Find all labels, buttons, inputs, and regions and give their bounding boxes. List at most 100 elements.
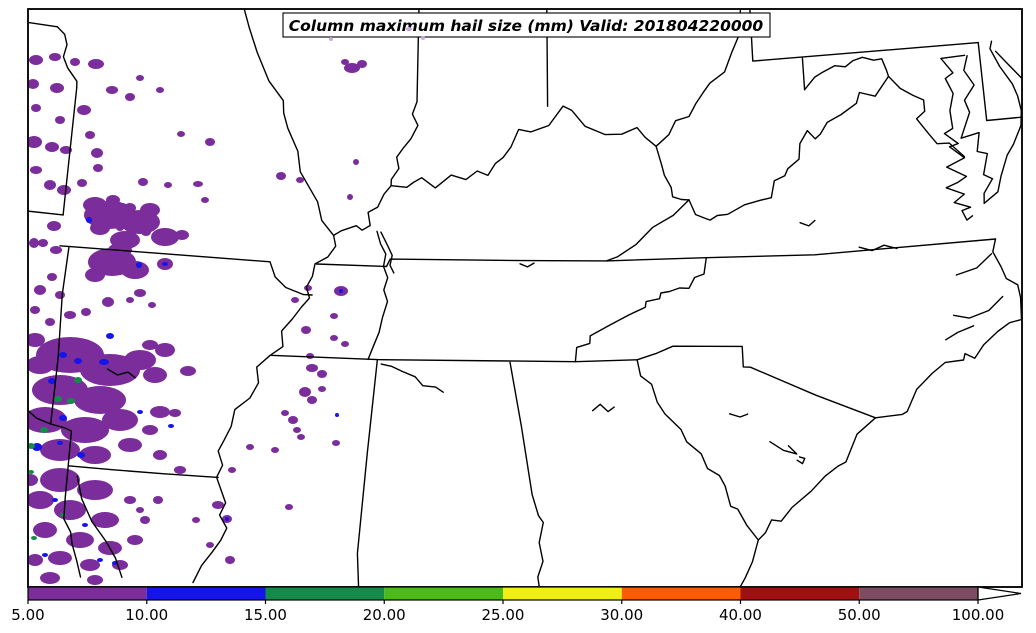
boundary-savannah-river-ga-sc — [636, 359, 759, 541]
boundary-nc-tn-border — [574, 257, 707, 363]
hail-cell — [153, 496, 163, 504]
hail-cell — [28, 443, 35, 449]
hail-cell — [91, 148, 103, 158]
hail-cell — [175, 230, 189, 240]
hail-cell — [97, 558, 103, 562]
hail-cell — [88, 59, 104, 69]
hail-cell — [66, 532, 94, 548]
hail-cell — [353, 159, 359, 165]
hail-cell — [61, 417, 109, 443]
hail-cell — [47, 273, 57, 281]
hail-cell-faint — [329, 37, 333, 41]
hail-cell — [90, 221, 110, 235]
boundary-dale-hollow-lake — [519, 262, 535, 268]
hail-cell — [42, 553, 48, 557]
hail-cell — [45, 318, 55, 326]
hail-cell — [296, 177, 304, 183]
hail-cell — [102, 297, 114, 307]
hail-cell — [301, 326, 311, 334]
hail-cell — [48, 551, 72, 565]
hail-cell — [74, 358, 82, 364]
hail-cell — [70, 58, 80, 66]
hail-cell — [38, 239, 48, 247]
hail-cell — [77, 179, 87, 187]
boundary-ky-tn-va-nc-border — [315, 238, 997, 268]
hail-cell — [225, 517, 229, 521]
hail-cells-mm_10_15 — [32, 217, 343, 565]
boundary-lake-murray-sc — [728, 413, 749, 418]
hail-cell — [49, 53, 61, 61]
boundary-smith-mountain-lake-va — [799, 219, 816, 227]
hail-cell — [40, 468, 80, 492]
hail-cell — [124, 350, 156, 370]
colorbar-segment-25.00 — [503, 587, 622, 600]
hail-cell — [121, 261, 149, 279]
boundary-wv-va-border — [688, 75, 890, 221]
hail-cell — [291, 297, 299, 303]
hail-cell — [201, 197, 209, 203]
boundary-wabash-il-in — [390, 9, 420, 187]
hail-cell — [106, 86, 118, 94]
hail-cell — [55, 291, 65, 299]
hail-cell — [347, 194, 353, 200]
hail-cell — [271, 447, 279, 453]
map-title: Column maximum hail size (mm) Valid: 201… — [289, 17, 764, 35]
hail-cell — [118, 438, 142, 452]
hail-cell — [140, 516, 150, 524]
boundary-potomac-river — [803, 56, 966, 158]
colorbar-tick-label: 30.00 — [600, 606, 643, 624]
hail-cell — [28, 333, 45, 347]
colorbar-tick-label: 10.00 — [125, 606, 168, 624]
boundary-ar-ok-border — [50, 246, 70, 425]
boundary-nj-delaware-bay-shore — [994, 50, 1022, 80]
hail-cell — [306, 353, 314, 359]
hail-cell — [288, 416, 298, 424]
hail-cell — [293, 427, 301, 433]
boundary-neuse-river-estuary — [945, 325, 975, 341]
hail-cell — [77, 452, 85, 458]
boundary-sc-coast — [757, 417, 877, 541]
hail-cell — [341, 341, 349, 347]
boundary-chesapeake-bay-west-shore — [940, 54, 974, 221]
hail-cell — [47, 221, 61, 231]
hail-cell — [206, 542, 214, 548]
hail-cell — [339, 289, 343, 293]
hail-cell — [137, 410, 143, 414]
hail-cell — [317, 370, 327, 378]
hail-cell — [29, 55, 43, 65]
hail-cell — [330, 335, 338, 341]
hail-cell — [74, 377, 82, 383]
hail-cell — [30, 306, 40, 314]
hail-cell — [28, 79, 39, 89]
hail-cell — [54, 500, 86, 520]
boundary-tennessee-river-al — [380, 363, 444, 393]
hail-cell — [30, 166, 42, 174]
boundary-lake-barkley — [380, 231, 395, 274]
hail-cell — [140, 203, 160, 217]
hail-cell — [99, 359, 109, 365]
colorbar-tick-label: 15.00 — [244, 606, 287, 624]
colorbar-extend-arrow — [977, 586, 1022, 601]
hail-cell — [299, 387, 311, 397]
hail-cell — [40, 427, 48, 433]
hail-cell — [153, 450, 167, 460]
hail-cell — [34, 285, 46, 295]
hail-cell — [31, 104, 41, 112]
hail-cell — [77, 105, 91, 115]
hail-cell — [126, 297, 134, 303]
hail-cell — [86, 217, 92, 223]
hail-cell — [156, 87, 164, 93]
hail-cell — [136, 75, 144, 81]
boundary-al-ga-border — [509, 361, 544, 587]
colorbar-tick-label: 50.00 — [838, 606, 881, 624]
boundary-lake-moultrie-sc — [796, 456, 806, 465]
hail-cell — [45, 142, 59, 152]
hail-cell — [330, 313, 338, 319]
hail-cell — [281, 410, 289, 416]
hail-cell — [192, 517, 200, 523]
colorbar-segment-40.00 — [740, 587, 860, 600]
hail-cell — [212, 501, 224, 509]
hail-cell — [91, 512, 119, 528]
hail-cell — [169, 409, 181, 417]
